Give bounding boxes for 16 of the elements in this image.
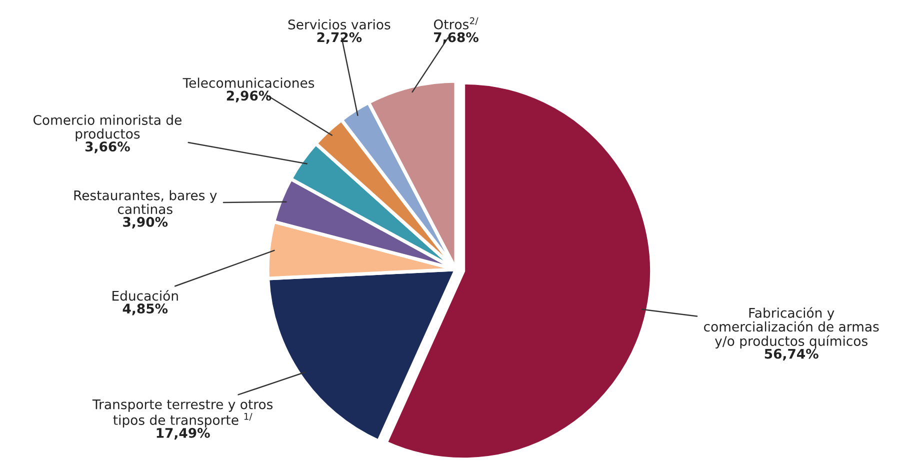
- slice-label: Telecomunicaciones: [182, 78, 314, 88]
- slice-label: Servicios varios: [288, 19, 390, 30]
- data-label: 2,96%: [226, 90, 272, 102]
- slice-label: Restaurantes, bares y cantinas: [74, 190, 217, 214]
- data-label: 2,72%: [317, 32, 362, 44]
- data-label: 7,68%: [434, 32, 478, 44]
- data-label: 3,90%: [123, 216, 168, 229]
- data-label: 3,66%: [85, 142, 130, 154]
- slice-label: Educación: [112, 290, 178, 301]
- slice-label: Fabricación y comercialización de armas y/o productos químicos: [704, 307, 879, 349]
- slice-label: Transporte terrestre y otros tipos de transporte $^{1/}$: [92, 399, 273, 428]
- data-label: 4,85%: [122, 304, 168, 316]
- slice-label: Comercio minorista de productos: [33, 114, 182, 142]
- data-label: 17,49%: [156, 428, 210, 440]
- slice-label: Otros$^{2/}$: [434, 17, 478, 30]
- data-label: 56,74%: [764, 348, 818, 360]
